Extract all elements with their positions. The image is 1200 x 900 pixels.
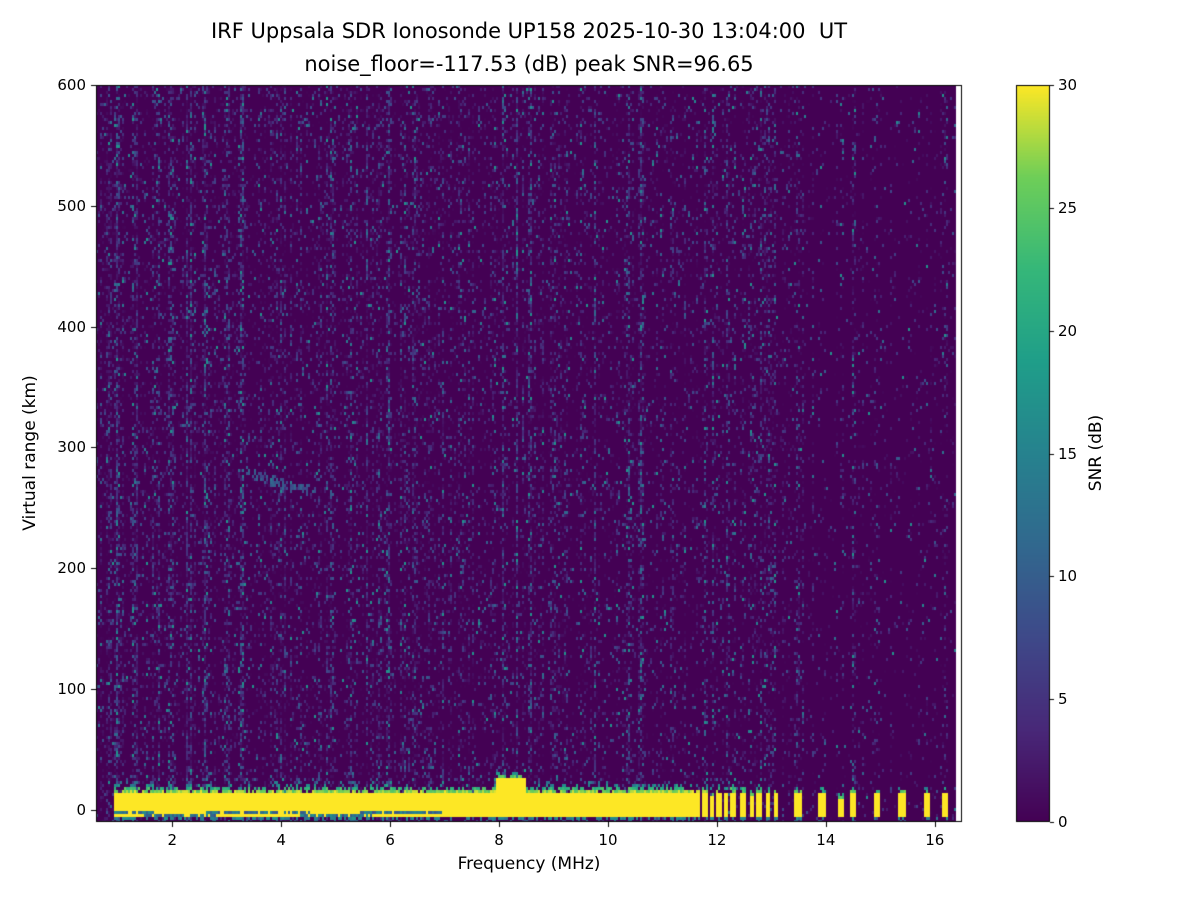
y-tick-label: 600: [57, 76, 86, 94]
colorbar-tick-label: 15: [1058, 444, 1078, 463]
y-tick-label: 100: [57, 680, 86, 699]
y-tick-label: 500: [57, 196, 86, 215]
y-tick-label: 300: [57, 438, 86, 457]
colorbar-tick-label: 25: [1058, 198, 1078, 217]
chart-title: IRF Uppsala SDR Ionosonde UP158 2025-10-…: [210, 19, 848, 43]
y-tick-label: 200: [57, 559, 86, 578]
x-tick-label: 8: [494, 831, 504, 849]
colorbar-tick-label: 30: [1058, 76, 1078, 94]
chart-subtitle: noise_floor=-117.53 (dB) peak SNR=96.65: [304, 52, 754, 76]
x-tick-label: 4: [276, 831, 286, 849]
x-tick-label: 14: [816, 831, 836, 849]
y-tick-label: 0: [76, 800, 86, 819]
y-axis-label: Virtual range (km): [20, 375, 40, 531]
colorbar-tick-label: 20: [1058, 321, 1078, 340]
x-tick-label: 10: [598, 831, 618, 849]
x-tick-label: 6: [385, 831, 395, 849]
colorbar-tick-label: 10: [1058, 567, 1078, 586]
colorbar-tick-label: 5: [1058, 690, 1068, 709]
x-axis-label: Frequency (MHz): [457, 854, 601, 874]
y-tick-label: 400: [57, 317, 86, 336]
x-tick-label: 12: [707, 831, 727, 849]
colorbar-tick-label: 0: [1058, 813, 1068, 831]
x-tick-label: 16: [925, 831, 945, 849]
x-tick-label: 2: [167, 831, 178, 849]
colorbar-label: SNR (dB): [1086, 414, 1106, 492]
